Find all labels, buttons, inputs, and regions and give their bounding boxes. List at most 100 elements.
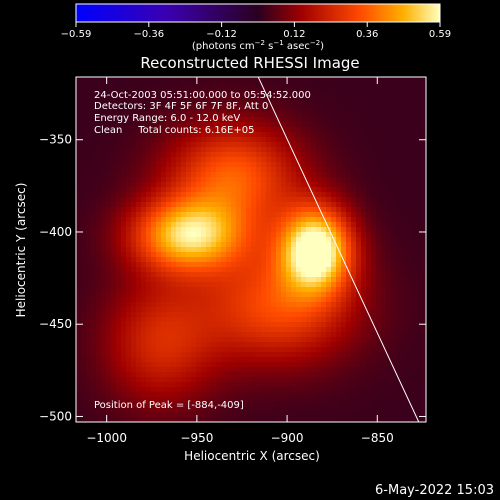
- heatmap-cell: [281, 192, 286, 197]
- heatmap-cell: [121, 102, 126, 107]
- heatmap-cell: [221, 197, 226, 202]
- heatmap-cell: [126, 287, 131, 292]
- heatmap-cell: [346, 202, 351, 207]
- heatmap-cell: [86, 412, 91, 417]
- heatmap-cell: [241, 142, 246, 147]
- heatmap-cell: [256, 282, 261, 287]
- heatmap-cell: [356, 347, 361, 352]
- heatmap-cell: [121, 202, 126, 207]
- heatmap-cell: [301, 367, 306, 372]
- heatmap-cell: [321, 357, 326, 362]
- heatmap-cell: [221, 92, 226, 97]
- heatmap-cell: [226, 142, 231, 147]
- heatmap-cell: [166, 107, 171, 112]
- heatmap-cell: [396, 207, 401, 212]
- heatmap-cell: [101, 77, 106, 82]
- heatmap-cell: [141, 172, 146, 177]
- heatmap-cell: [401, 322, 406, 327]
- heatmap-cell: [186, 137, 191, 142]
- heatmap-cell: [351, 82, 356, 87]
- heatmap-cell: [176, 192, 181, 197]
- heatmap-cell: [166, 307, 171, 312]
- heatmap-cell: [341, 157, 346, 162]
- heatmap-cell: [406, 162, 411, 167]
- heatmap-cell: [206, 82, 211, 87]
- heatmap-cell: [221, 87, 226, 92]
- heatmap-cell: [351, 292, 356, 297]
- heatmap-cell: [86, 322, 91, 327]
- heatmap-cell: [101, 162, 106, 167]
- heatmap-cell: [346, 407, 351, 412]
- heatmap-cell: [386, 382, 391, 387]
- heatmap-cell: [361, 387, 366, 392]
- heatmap-cell: [256, 97, 261, 102]
- heatmap-cell: [116, 162, 121, 167]
- heatmap-cell: [406, 117, 411, 122]
- heatmap-cell: [126, 277, 131, 282]
- heatmap-cell: [156, 117, 161, 122]
- heatmap-cell: [391, 277, 396, 282]
- heatmap-cell: [186, 392, 191, 397]
- heatmap-cell: [416, 377, 421, 382]
- heatmap-cell: [116, 222, 121, 227]
- heatmap-cell: [151, 172, 156, 177]
- heatmap-cell: [366, 247, 371, 252]
- heatmap-cell: [396, 287, 401, 292]
- heatmap-cell: [351, 272, 356, 277]
- heatmap-cell: [131, 117, 136, 122]
- heatmap-cell: [196, 187, 201, 192]
- heatmap-cell: [301, 147, 306, 152]
- heatmap-cell: [161, 177, 166, 182]
- heatmap-cell: [361, 127, 366, 132]
- heatmap-cell: [116, 97, 121, 102]
- heatmap-cell: [351, 382, 356, 387]
- heatmap-cell: [206, 112, 211, 117]
- heatmap-cell: [366, 147, 371, 152]
- heatmap-cell: [296, 312, 301, 317]
- heatmap-cell: [156, 112, 161, 117]
- heatmap-cell: [126, 262, 131, 267]
- heatmap-cell: [331, 222, 336, 227]
- heatmap-cell: [321, 402, 326, 407]
- heatmap-cell: [101, 302, 106, 307]
- heatmap-cell: [111, 292, 116, 297]
- heatmap-cell: [336, 357, 341, 362]
- heatmap-cell: [386, 417, 391, 422]
- heatmap-cell: [281, 147, 286, 152]
- heatmap-cell: [111, 352, 116, 357]
- heatmap-cell: [391, 212, 396, 217]
- heatmap-cell: [146, 112, 151, 117]
- heatmap-cell: [266, 297, 271, 302]
- heatmap-cell: [116, 172, 121, 177]
- heatmap-cell: [101, 207, 106, 212]
- heatmap-cell: [166, 297, 171, 302]
- heatmap-cell: [126, 367, 131, 372]
- heatmap-cell: [416, 227, 421, 232]
- heatmap-cell: [271, 187, 276, 192]
- heatmap-cell: [301, 382, 306, 387]
- heatmap-cell: [156, 142, 161, 147]
- heatmap-cell: [406, 87, 411, 92]
- heatmap-cell: [136, 257, 141, 262]
- heatmap-cell: [86, 377, 91, 382]
- heatmap-cell: [236, 357, 241, 362]
- heatmap-cell: [381, 112, 386, 117]
- heatmap-cell: [291, 277, 296, 282]
- heatmap-cell: [386, 357, 391, 362]
- heatmap-cell: [226, 167, 231, 172]
- heatmap-cell: [421, 157, 426, 162]
- heatmap-cell: [101, 232, 106, 237]
- heatmap-cell: [91, 412, 96, 417]
- heatmap-cell: [96, 102, 101, 107]
- heatmap-cell: [161, 87, 166, 92]
- heatmap-cell: [161, 117, 166, 122]
- heatmap-cell: [146, 242, 151, 247]
- heatmap-cell: [226, 417, 231, 422]
- heatmap-cell: [251, 117, 256, 122]
- heatmap-cell: [381, 382, 386, 387]
- heatmap-cell: [296, 287, 301, 292]
- heatmap-cell: [241, 282, 246, 287]
- heatmap-cell: [306, 152, 311, 157]
- heatmap-cell: [271, 147, 276, 152]
- heatmap-cell: [191, 302, 196, 307]
